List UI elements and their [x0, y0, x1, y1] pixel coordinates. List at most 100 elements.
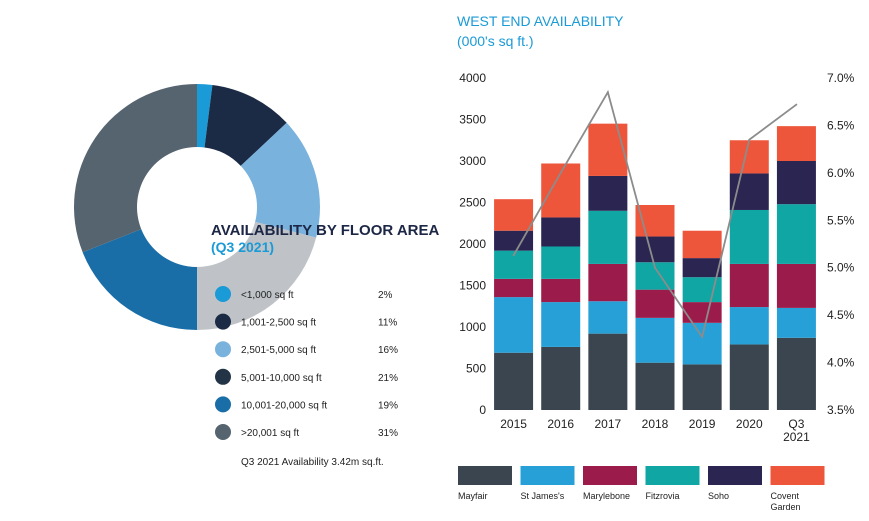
- legend-label-1: St James's: [521, 491, 565, 501]
- bar-segment-covent-garden-3: [635, 204, 675, 237]
- bar-segment-marylebone-6: [776, 263, 816, 308]
- legend-label-0: Mayfair: [458, 491, 488, 501]
- bar-segment-marylebone-5: [729, 263, 769, 308]
- donut-slice-2: [240, 122, 320, 238]
- bar-segment-st-james-s-2: [588, 301, 628, 334]
- x-tick-label: 2019: [689, 417, 716, 431]
- bar-segment-fitzrovia-1: [541, 246, 581, 279]
- bar-chart-title: WEST END AVAILABILITY: [457, 13, 624, 29]
- bar-segment-covent-garden-0: [494, 199, 534, 231]
- legend-value-0: 2%: [378, 290, 393, 301]
- bar-segment-soho-1: [541, 217, 581, 247]
- x-tick-label: 2020: [736, 417, 763, 431]
- donut-slice-5: [74, 84, 197, 253]
- y-tick-label: 4000: [459, 71, 486, 85]
- bar-segment-mayfair-0: [494, 352, 534, 410]
- vacancy-point: [512, 254, 515, 257]
- legend-label-2: 2,501-5,000 sq ft: [241, 345, 316, 356]
- y2-tick-label: 6.5%: [827, 118, 855, 132]
- bar-segment-covent-garden-6: [776, 126, 816, 161]
- bar-segment-st-james-s-3: [635, 317, 675, 363]
- legend-swatch-1: [215, 313, 231, 330]
- floor-area-legend: <1,000 sq ft 2% 1,001-2,500 sq ft 11% 2,501-…: [215, 286, 398, 440]
- x-tick-label: 2017: [595, 417, 622, 431]
- bar-segment-covent-garden-4: [682, 230, 722, 259]
- y-tick-label: 1000: [459, 320, 486, 334]
- bar-segment-st-james-s-6: [776, 307, 816, 338]
- legend-value-4: 19%: [378, 400, 398, 411]
- bar-segment-soho-5: [729, 173, 769, 210]
- legend-swatch-5: [215, 424, 231, 440]
- legend-value-3: 21%: [378, 373, 398, 384]
- x-tick-label: 2018: [642, 417, 669, 431]
- y-tick-label: 3500: [459, 113, 486, 127]
- y-tick-label: 500: [466, 362, 486, 376]
- vacancy-point: [701, 336, 704, 338]
- bar-chart-subtitle: (000's sq ft.): [457, 33, 534, 49]
- bar-segment-marylebone-1: [541, 278, 581, 303]
- area-legend: Mayfair St James's Marylebone Fitzrovia Soho…: [458, 466, 825, 512]
- y2-tick-label: 6.0%: [827, 166, 855, 180]
- bar-segment-soho-3: [635, 236, 675, 263]
- legend-label-5: >20,001 sq ft: [241, 428, 299, 439]
- y2-tick-label: 4.5%: [827, 308, 855, 322]
- vacancy-point: [795, 103, 798, 106]
- donut-slice-1: [204, 84, 287, 166]
- vacancy-line: [512, 89, 798, 340]
- legend-label-5: Garden: [771, 502, 801, 512]
- donut-slice-0: [197, 84, 213, 148]
- x-tick-label: 2015: [500, 417, 527, 431]
- y2-tick-label: 4.0%: [827, 356, 855, 370]
- legend-swatch-4: [215, 396, 231, 413]
- x-tick-label: 2021: [783, 430, 810, 444]
- bar-segment-mayfair-5: [729, 344, 769, 410]
- y-tick-label: 2500: [459, 196, 486, 210]
- x-tick-label: 2016: [547, 417, 574, 431]
- donut-slice-3: [197, 221, 317, 330]
- bar-segment-mayfair-6: [776, 337, 816, 410]
- bar-segment-marylebone-0: [494, 278, 534, 298]
- bar-segment-fitzrovia-6: [776, 204, 816, 264]
- legend-swatch-0: [215, 286, 231, 302]
- bar-segment-st-james-s-5: [729, 307, 769, 345]
- donut-title: AVAILABILITY BY FLOOR AREA: [211, 222, 440, 239]
- legend-value-1: 11%: [378, 318, 397, 329]
- bar-segment-covent-garden-5: [729, 140, 769, 174]
- legend-swatch-3: [645, 466, 700, 485]
- legend-label-3: Fitzrovia: [646, 491, 680, 501]
- bar-axes: 0 500 1000 1500 2000 2500 3000 3500 4000 3.5% 4.0%…: [459, 71, 854, 444]
- donut-slice-4: [82, 229, 197, 330]
- legend-label-3: 5,001-10,000 sq ft: [241, 373, 322, 384]
- vacancy-point: [654, 266, 656, 269]
- legend-label-2: Marylebone: [583, 491, 630, 501]
- bar-segment-mayfair-2: [588, 333, 628, 410]
- y2-tick-label: 7.0%: [827, 71, 855, 85]
- bar-segment-soho-0: [494, 230, 534, 251]
- vacancy-point: [748, 138, 751, 141]
- legend-swatch-4: [708, 466, 762, 485]
- vacancy-point: [606, 91, 609, 94]
- bar-segment-mayfair-4: [682, 364, 722, 410]
- y-tick-label: 3000: [459, 154, 486, 168]
- legend-swatch-0: [458, 466, 512, 485]
- y2-tick-label: 3.5%: [827, 403, 855, 417]
- bar-segment-mayfair-1: [541, 346, 581, 410]
- y-tick-label: 2000: [459, 237, 486, 251]
- legend-swatch-2: [583, 466, 637, 485]
- bar-segment-fitzrovia-5: [729, 209, 769, 264]
- legend-label-1: 1,001-2,500 sq ft: [241, 318, 316, 329]
- legend-swatch-1: [520, 466, 575, 485]
- legend-swatch-5: [770, 466, 825, 485]
- bar-stacks: [494, 123, 816, 410]
- y2-tick-label: 5.0%: [827, 261, 855, 275]
- floor-area-donut: [74, 84, 320, 330]
- vacancy-point: [559, 171, 562, 174]
- bar-segment-st-james-s-1: [541, 302, 581, 347]
- y2-tick-label: 5.5%: [827, 213, 855, 227]
- bar-segment-marylebone-2: [588, 263, 628, 302]
- donut-subtitle: (Q3 2021): [211, 239, 274, 255]
- y-tick-label: 0: [479, 403, 486, 417]
- bar-segment-covent-garden-2: [588, 123, 628, 176]
- legend-label-4: Soho: [708, 491, 729, 501]
